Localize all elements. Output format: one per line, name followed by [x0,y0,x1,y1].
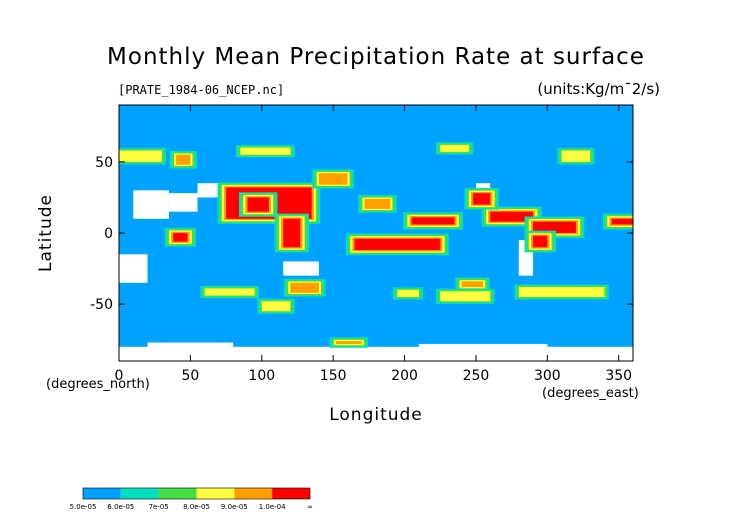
colorbar-swatch [196,488,235,499]
colorbar-label: 9.0e-05 [221,503,248,511]
precip-region-level-5 [354,238,441,251]
colorbar-label: 5.0e-05 [70,503,97,511]
precip-region-level-3 [518,287,605,297]
precip-region-level-3 [204,288,255,296]
x-tick-label: 300 [534,368,561,384]
colorbar-label: 1.0e-04 [259,503,286,511]
precip-region-level-4 [290,282,319,293]
masked-region [147,342,234,350]
precip-region-level-3 [261,301,291,312]
x-tick-label: 200 [391,368,418,384]
precip-region-level-4 [318,173,348,185]
colorbar-swatch [234,488,273,499]
x-tick-label: 250 [463,368,490,384]
masked-region [283,261,319,276]
colorbar-frame [82,487,311,500]
masked-region [168,193,198,212]
precip-region-level-3 [240,147,291,155]
x-tick-label: 350 [605,368,632,384]
precip-region-level-3 [561,150,591,162]
precip-cells [119,142,633,361]
colorbar-label: ∞ [307,503,313,511]
precip-region-level-5 [411,217,455,225]
colorbar-swatch [120,488,159,499]
colorbar-label: 7e-05 [149,503,169,511]
precip-region-level-4 [461,281,484,288]
y-axis-unit: (degrees_north) [46,377,150,392]
y-tick-label: 0 [104,226,113,242]
precip-region-level-4 [176,154,191,165]
precip-region-level-3 [440,291,491,302]
precip-region-level-4 [336,341,362,344]
colorbar-swatch [83,488,121,499]
masked-region [133,190,169,219]
precip-region-level-5 [283,218,301,248]
precip-region-level-4 [364,198,391,209]
masked-region [119,254,148,283]
precip-region-level-5 [247,197,269,212]
y-tick-label: 50 [95,155,113,171]
precip-region-level-3 [119,150,162,162]
colorbar-label: 8.0e-05 [183,503,210,511]
precip-region-level-5 [473,193,491,205]
units-label: (units:Kg/m¯2/s) [537,80,660,98]
dataset-filename: [PRATE_1984-06_NCEP.nc] [118,83,285,97]
precip-region-level-5 [533,221,576,233]
x-tick-label: 100 [248,368,275,384]
precip-region-level-5 [490,211,534,222]
colorbar-label: 6.0e-05 [107,503,134,511]
colorbar-swatch [158,488,197,499]
x-tick-label: 150 [320,368,347,384]
precip-region-level-5 [533,235,548,248]
masked-region [418,343,548,353]
chart-title: Monthly Mean Precipitation Rate at surfa… [107,44,645,70]
precip-region-level-5 [173,233,188,242]
precip-region-level-3 [397,289,419,297]
precip-region-level-3 [440,144,469,152]
colorbar-swatch [272,488,310,499]
masked-region [475,183,491,191]
y-tick-label: -50 [90,297,113,313]
x-axis-label: Longitude [329,405,423,425]
x-tick-label: 50 [181,368,199,384]
x-tick-label: 0 [115,368,124,384]
x-axis-unit: (degrees_east) [542,386,639,401]
precip-region-level-5 [611,218,633,225]
